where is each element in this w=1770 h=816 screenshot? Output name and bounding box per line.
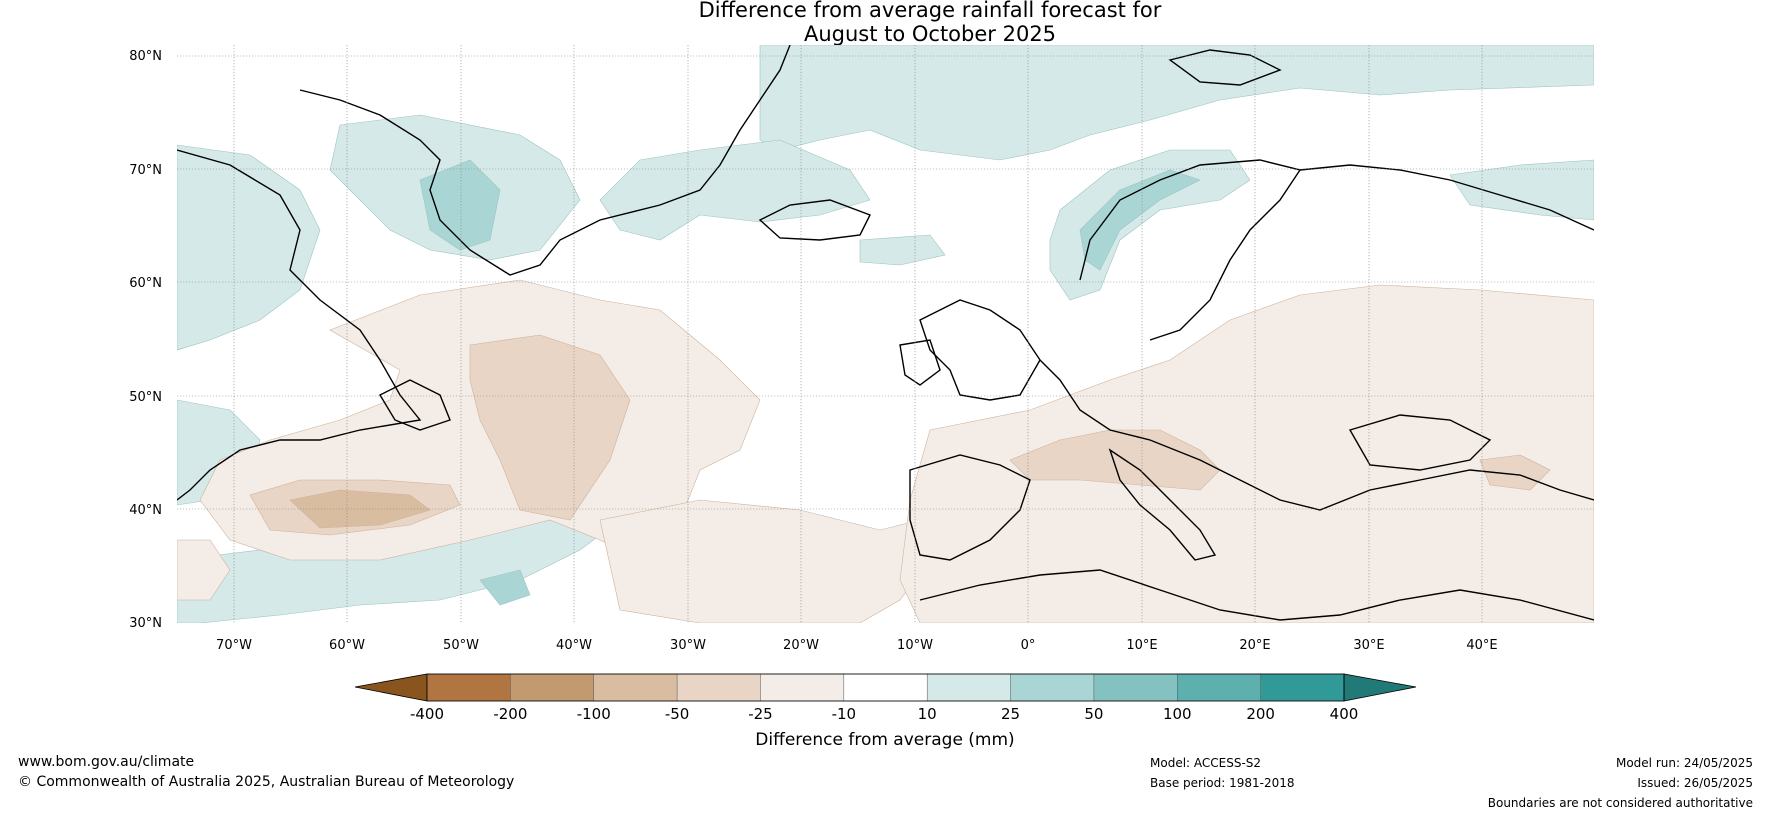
europe-coast (1039, 359, 1594, 511)
british-isles-coast (919, 299, 1041, 401)
canada-coast (177, 149, 422, 501)
lat-label: 70°N (129, 163, 162, 178)
turkey-dry-core (1479, 454, 1551, 491)
atlantic-dry-core (469, 334, 631, 521)
europe-dry-broad (899, 284, 1594, 623)
barents-coast (1299, 164, 1594, 231)
lon-label: 20°E (1239, 638, 1270, 653)
colorbar-tick-label: -10 (832, 705, 857, 723)
lon-label: 0° (1021, 638, 1036, 653)
newfoundland-coast (379, 379, 451, 431)
arctic-wet-band (759, 45, 1594, 161)
wet-anomaly-regions (177, 45, 1594, 623)
colorbar: -400 -200 -100 -50 -25 -10 10 25 50 100 200 400 Dif… (354, 673, 1417, 750)
ireland-coast (899, 339, 941, 386)
labrador-wet (177, 144, 321, 351)
graticule (177, 45, 1594, 623)
svalbard-coast (1168, 49, 1282, 86)
colorbar-extend-high (1343, 673, 1417, 702)
colorbar-tick-label: 25 (1001, 705, 1020, 723)
colorbar-tick-label: -100 (577, 705, 611, 723)
colorbar-tick-label: -200 (493, 705, 527, 723)
kara-wet (1449, 159, 1594, 221)
colorbar-label: Difference from average (mm) (755, 730, 1014, 750)
lon-label: 30°W (670, 638, 706, 653)
longitude-labels: 70°W 60°W 50°W 40°W 30°W 20°W 10°W 0° 10… (216, 638, 1498, 653)
lon-label: 50°W (443, 638, 479, 653)
colorbar-tick-label: 200 (1246, 705, 1275, 723)
colorbar-tick-labels: -400 -200 -100 -50 -25 -10 10 25 50 100 200 400 (410, 705, 1358, 723)
lat-label: 50°N (129, 390, 162, 405)
map-title: Difference from average rainfall forecas… (0, 0, 1770, 46)
colorbar-tick-label: 10 (918, 705, 937, 723)
colorbar-cell (1010, 673, 1095, 702)
subtropics-wet-2 (479, 569, 531, 606)
colorbar-tick-label: -400 (410, 705, 444, 723)
lat-label: 80°N (129, 49, 162, 64)
nw-atlantic-dry (177, 539, 231, 601)
lat-label: 30°N (129, 616, 162, 631)
greenland-sea-wet (599, 139, 871, 241)
footer-model: Model: ACCESS-S2 (1150, 756, 1262, 770)
lon-label: 10°E (1126, 638, 1157, 653)
lat-label: 40°N (129, 503, 162, 518)
north-africa-coast (919, 569, 1594, 621)
colorbar-tick-label: 50 (1084, 705, 1103, 723)
colorbar-cell (426, 673, 511, 702)
colorbar-cell (1093, 673, 1178, 702)
colorbar-cell (760, 673, 845, 702)
title-line-2: August to October 2025 (803, 22, 1057, 46)
greenland-coast (299, 45, 791, 276)
lon-label: 60°W (329, 638, 365, 653)
lon-label: 10°W (897, 638, 933, 653)
iceland-coast (758, 199, 871, 241)
colorbar-tick-label: 400 (1330, 705, 1359, 723)
map-panel (177, 45, 1594, 623)
footer-disclaimer: Boundaries are not considered authoritat… (1487, 796, 1753, 810)
lon-label: 30°E (1353, 638, 1384, 653)
latitude-labels: 80°N 70°N 60°N 50°N 40°N 30°N (129, 49, 162, 631)
footer-website: www.bom.gov.au/climate (18, 754, 195, 770)
coastlines (177, 45, 1594, 621)
colorbar-extend-low (354, 673, 428, 702)
dry-anomaly-regions (177, 279, 1594, 623)
colorbar-tick-label: 100 (1163, 705, 1192, 723)
greenland-wet-core (419, 159, 501, 251)
colorbar-cell (593, 673, 678, 702)
colorbar-cell (926, 673, 1012, 702)
footer-model-run: Model run: 24/05/2025 (1615, 756, 1753, 770)
lat-label: 60°N (129, 276, 162, 291)
lon-label: 40°W (556, 638, 592, 653)
colorbar-cells (426, 673, 1345, 702)
lon-label: 40°E (1466, 638, 1497, 653)
lon-label: 20°W (783, 638, 819, 653)
colorbar-cell (843, 673, 928, 702)
italy-coast (1108, 448, 1217, 561)
colorbar-cell (510, 673, 595, 702)
footer-issued: Issued: 26/05/2025 (1637, 776, 1753, 790)
colorbar-cell (676, 673, 762, 702)
norway-wet-core (1079, 169, 1201, 271)
colorbar-cell (1177, 673, 1262, 702)
colorbar-tick-label: -50 (665, 705, 690, 723)
black-sea-coast (1348, 414, 1492, 471)
colorbar-tick-label: -25 (748, 705, 773, 723)
lon-label: 70°W (216, 638, 252, 653)
footer-base-period: Base period: 1981-2018 (1150, 776, 1295, 790)
title-line-1: Difference from average rainfall forecas… (698, 0, 1162, 22)
mid-atlantic-wet (859, 234, 946, 266)
footer-copyright: © Commonwealth of Australia 2025, Austra… (18, 774, 515, 790)
colorbar-cell (1260, 673, 1345, 702)
